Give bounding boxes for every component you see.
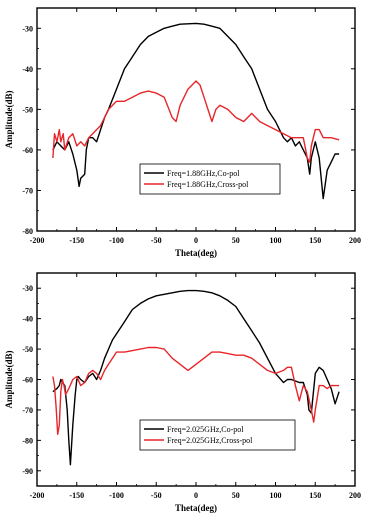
plot-frame [37,8,355,231]
y-axis-title: Amplitude(dB) [4,350,14,408]
legend-label: Freq=2.025GHz,Co-pol [167,425,244,434]
x-tick-label: 50 [232,491,240,500]
x-tick-label: -100 [109,491,124,500]
x-tick-label: -100 [109,236,124,245]
y-tick-label: -50 [22,105,33,114]
y-tick-label: -60 [22,376,33,385]
y-tick-label: -60 [22,146,33,155]
y-tick-label: -70 [22,186,33,195]
y-tick-label: -80 [22,436,33,445]
x-tick-label: 150 [309,236,321,245]
x-tick-label: -200 [30,491,45,500]
x-tick-label: 100 [270,236,282,245]
legend-label: Freq=2.025GHz,Cross-pol [167,436,253,445]
y-tick-label: -30 [22,24,33,33]
plot-frame [37,273,355,486]
legend: Freq=2.025GHz,Co-pol Freq=2.025GHz,Cross-… [140,420,295,450]
x-tick-label: 200 [349,236,361,245]
chart-panel-2: -200 -150 -100 -50 0 50 100 150 200 -90 -80 -70 -60 -… [4,273,361,513]
x-tick-label: 0 [194,491,198,500]
x-tick-label: -150 [69,236,84,245]
x-tick-label: 0 [194,236,198,245]
legend-label: Freq=1.88GHz,Co-pol [167,169,240,178]
y-tick-label: -80 [22,227,33,236]
y-tick-label: -50 [22,345,33,354]
x-tick-label: 100 [270,491,282,500]
x-tick-label: -50 [151,236,162,245]
y-axis-title: Amplitude(dB) [4,90,14,148]
y-tick-label: -40 [22,65,33,74]
x-tick-label: 150 [309,491,321,500]
legend-label: Freq=1.88GHz,Cross-pol [167,180,249,189]
x-tick-label: -50 [151,491,162,500]
legend: Freq=1.88GHz,Co-pol Freq=1.88GHz,Cross-po… [140,164,280,194]
x-tick-label: 50 [232,236,240,245]
x-tick-label: -150 [69,491,84,500]
y-tick-label: -30 [22,284,33,293]
x-axis-title: Theta(deg) [175,248,217,258]
y-tick-label: -40 [22,315,33,324]
x-axis-title: Theta(deg) [175,503,217,513]
x-tick-label: -200 [30,236,45,245]
chart-panel-1: -200 -150 -100 -50 0 50 100 150 200 -80 -70 -60 -50 -… [4,8,361,258]
y-tick-label: -70 [22,406,33,415]
y-tick-label: -90 [22,467,33,476]
x-tick-label: 200 [349,491,361,500]
series-line-cross-pol [53,81,339,162]
